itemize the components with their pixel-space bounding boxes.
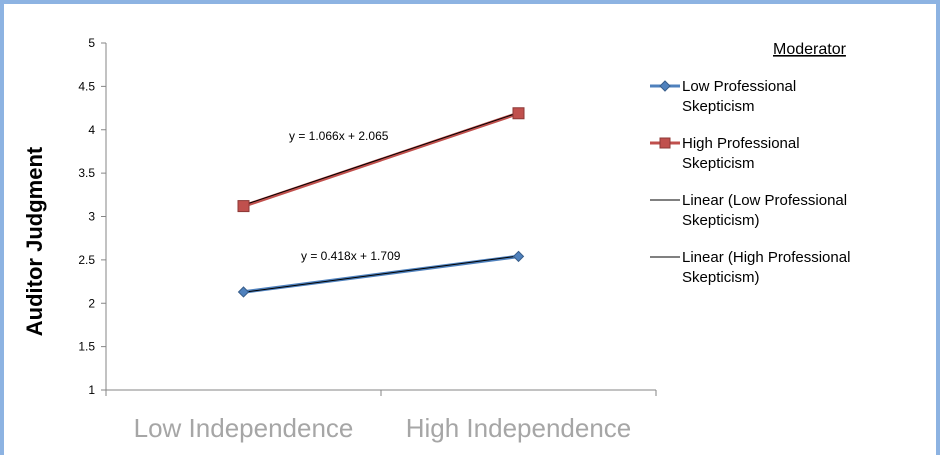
legend-entry-text: Skepticism) [682,212,760,229]
y-tick-label: 5 [88,36,95,50]
data-point-low [512,250,525,263]
trendline-low [243,255,519,293]
legend-entry-text: Skepticism [682,155,755,172]
y-tick-label: 3 [88,210,95,224]
y-axis-title: Auditor Judgment [22,146,47,336]
legend-entry-text: Skepticism) [682,269,760,286]
y-tick-label: 1 [88,383,95,397]
legend-title: Moderator [773,41,847,58]
y-tick-label: 1.5 [78,340,95,354]
y-tick-label: 4 [88,123,95,137]
legend-entry-text: High Professional [682,135,800,152]
legend-marker-square [659,137,671,149]
legend-entry-text: Skepticism [682,98,755,115]
data-point-low [237,286,250,298]
y-tick-label: 3.5 [78,166,95,180]
series-line-high [242,111,520,208]
x-category-label: Low Independence [134,413,354,443]
trendline-equation: y = 0.418x + 1.709 [301,249,401,263]
trendline-equation: y = 1.066x + 2.065 [289,129,389,143]
legend-entry-text: Low Professional [682,78,796,95]
trendline-high [243,112,519,206]
y-tick-label: 2.5 [78,253,95,267]
data-point-high [237,200,250,213]
y-tick-label: 4.5 [78,79,95,93]
x-category-label: High Independence [406,413,632,443]
legend-marker-diamond [659,80,671,92]
data-point-high [512,107,525,120]
legend-entry-text: Linear (High Professional [682,249,850,266]
legend-entry-text: Linear (Low Professional [682,192,847,209]
y-tick-label: 2 [88,296,95,310]
